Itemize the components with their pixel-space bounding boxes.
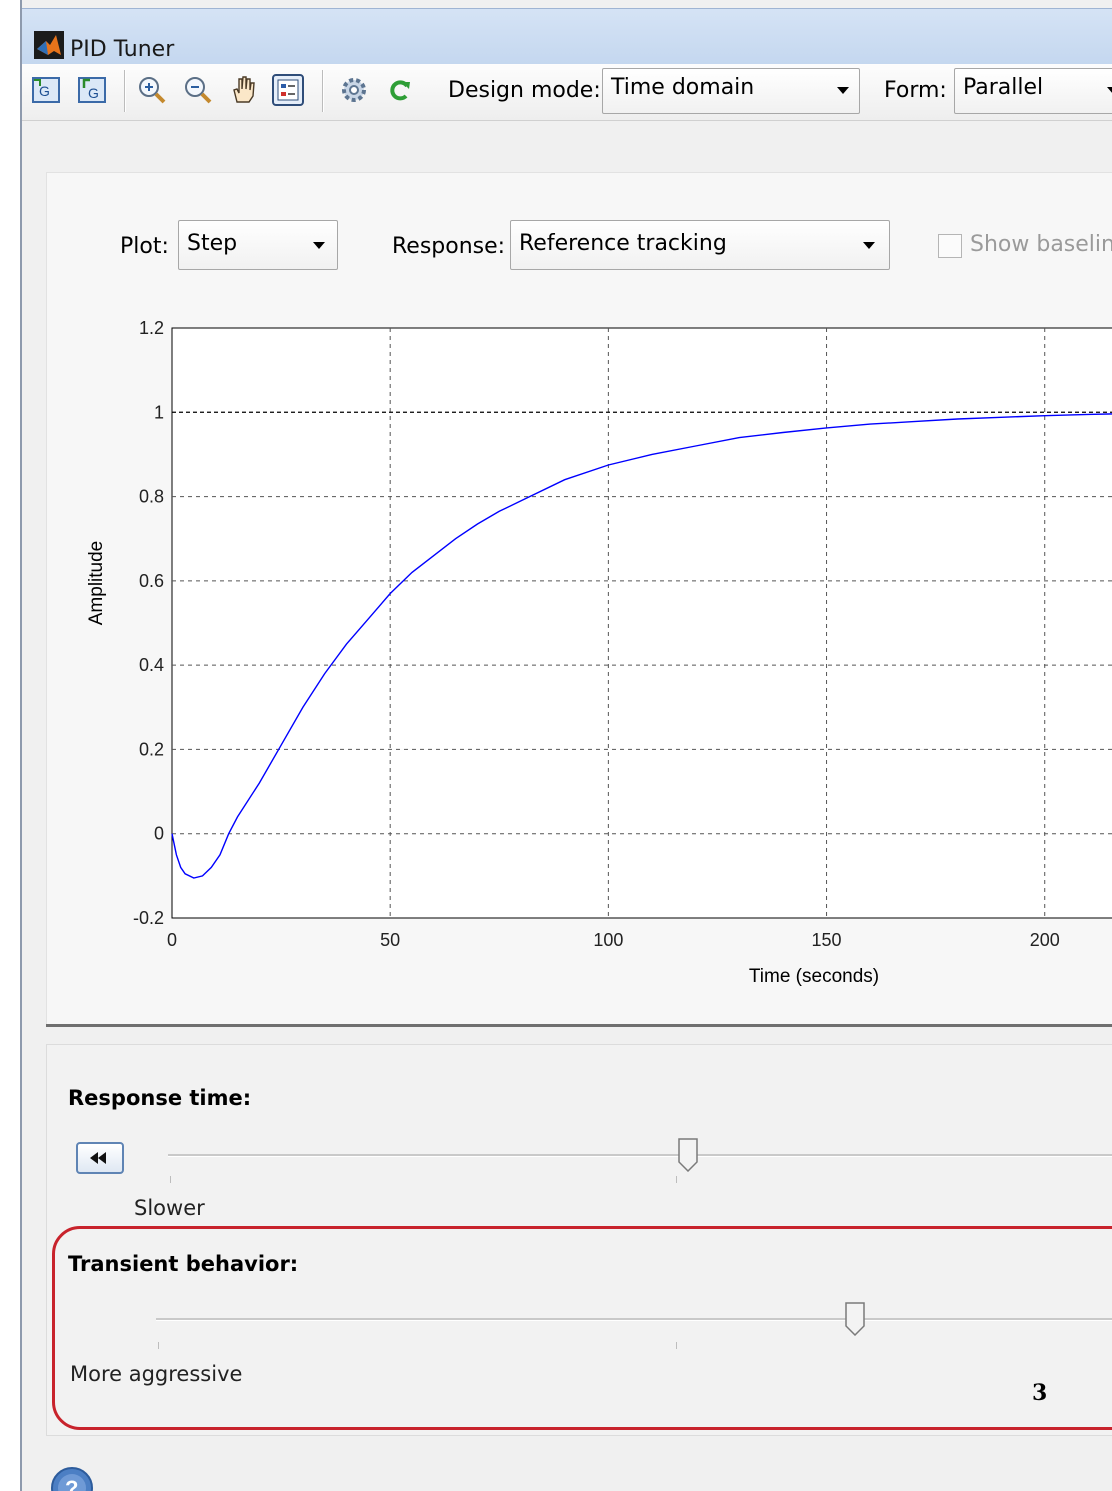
- more-aggressive-label: More aggressive: [70, 1362, 243, 1386]
- pan-icon[interactable]: [228, 74, 260, 106]
- svg-text:G: G: [39, 83, 50, 99]
- y-tick-label: 1.2: [139, 318, 164, 338]
- refresh-icon[interactable]: [384, 74, 416, 106]
- rewind-button[interactable]: [76, 1142, 124, 1174]
- design-mode-label: Design mode:: [448, 78, 601, 103]
- slower-label: Slower: [134, 1196, 205, 1220]
- chevron-down-icon: [837, 87, 849, 94]
- plot-type-value: Step: [187, 231, 238, 256]
- form-label: Form:: [884, 78, 947, 103]
- form-value: Parallel: [963, 75, 1044, 100]
- y-tick-label: -0.2: [133, 908, 164, 928]
- help-icon[interactable]: ?: [50, 1466, 94, 1491]
- response-dropdown[interactable]: Reference tracking: [510, 220, 890, 270]
- toolbar-separator: [124, 70, 126, 112]
- y-tick-labels: -0.2 0 0.2 0.4 0.6 0.8 1: [133, 402, 164, 928]
- slider-tick: [158, 1342, 159, 1349]
- response-value: Reference tracking: [519, 231, 727, 256]
- matlab-logo-icon: [34, 31, 64, 59]
- step-response-curve: [171, 413, 1112, 879]
- response-time-slider-thumb[interactable]: [678, 1138, 699, 1172]
- transient-behavior-slider-track[interactable]: [156, 1318, 1112, 1321]
- panel-divider[interactable]: [46, 1024, 1112, 1027]
- chevron-down-icon: [313, 242, 325, 249]
- svg-text:G: G: [88, 85, 99, 101]
- plot-area: [171, 327, 1112, 919]
- svg-text:?: ?: [65, 1476, 78, 1491]
- rewind-icon: [90, 1152, 106, 1164]
- y-tick-label: 1: [154, 402, 164, 422]
- page-number: 3: [1032, 1380, 1048, 1406]
- export-icon[interactable]: G: [76, 74, 108, 106]
- window-title: PID Tuner: [70, 37, 175, 62]
- form-dropdown[interactable]: Parallel: [954, 68, 1112, 114]
- step-response-chart: 0 50 100 150 200 -0.200.20.40.60.81 1.2 Time…: [86, 318, 1112, 987]
- settings-icon[interactable]: [338, 74, 370, 106]
- slider-tick: [170, 1176, 171, 1183]
- tuning-panel: [46, 1044, 1112, 1436]
- x-tick-label: 50: [380, 930, 400, 950]
- y-tick-label: 0: [154, 824, 164, 844]
- y-tick-label: 0.4: [139, 655, 164, 675]
- toolbar: G G: [22, 64, 1112, 121]
- x-tick-labels: 0 50 100 150 200: [167, 930, 1060, 950]
- response-label: Response:: [392, 234, 506, 259]
- chevron-down-icon: [1107, 87, 1112, 94]
- slider-tick: [676, 1176, 677, 1183]
- plot-type-dropdown[interactable]: Step: [178, 220, 338, 270]
- x-tick-label: 100: [593, 930, 623, 950]
- x-tick-label: 150: [812, 930, 842, 950]
- y-tick-label: 0.8: [139, 487, 164, 507]
- zoom-in-icon[interactable]: [136, 74, 168, 106]
- transient-behavior-highlight: [52, 1226, 1112, 1430]
- y-tick-label: 0.2: [139, 739, 164, 759]
- pid-tuner-window: PID Tuner G G: [20, 0, 1112, 1491]
- transient-behavior-slider-thumb[interactable]: [845, 1302, 866, 1336]
- show-baseline-label[interactable]: Show baseline: [970, 232, 1112, 257]
- x-tick-label: 200: [1030, 930, 1060, 950]
- chevron-down-icon: [863, 242, 875, 249]
- x-axis-label: Time (seconds): [749, 966, 879, 987]
- design-mode-dropdown[interactable]: Time domain: [602, 68, 860, 114]
- legend-icon[interactable]: [272, 74, 304, 106]
- grid-lines: [172, 328, 1112, 918]
- response-time-slider-track[interactable]: [168, 1154, 1112, 1157]
- slider-tick: [676, 1342, 677, 1349]
- design-mode-value: Time domain: [611, 75, 755, 100]
- show-baseline-checkbox[interactable]: [938, 234, 962, 258]
- transient-behavior-label: Transient behavior:: [68, 1252, 299, 1276]
- zoom-out-icon[interactable]: [182, 74, 214, 106]
- plot-label: Plot:: [120, 234, 169, 259]
- x-tick-label: 0: [167, 930, 177, 950]
- y-tick-label: 0.6: [139, 571, 164, 591]
- toolbar-separator: [322, 70, 324, 112]
- y-axis-label: Amplitude: [86, 541, 107, 626]
- import-plant-icon[interactable]: G: [30, 74, 62, 106]
- title-bar: PID Tuner: [22, 8, 1112, 65]
- response-time-label: Response time:: [68, 1086, 252, 1110]
